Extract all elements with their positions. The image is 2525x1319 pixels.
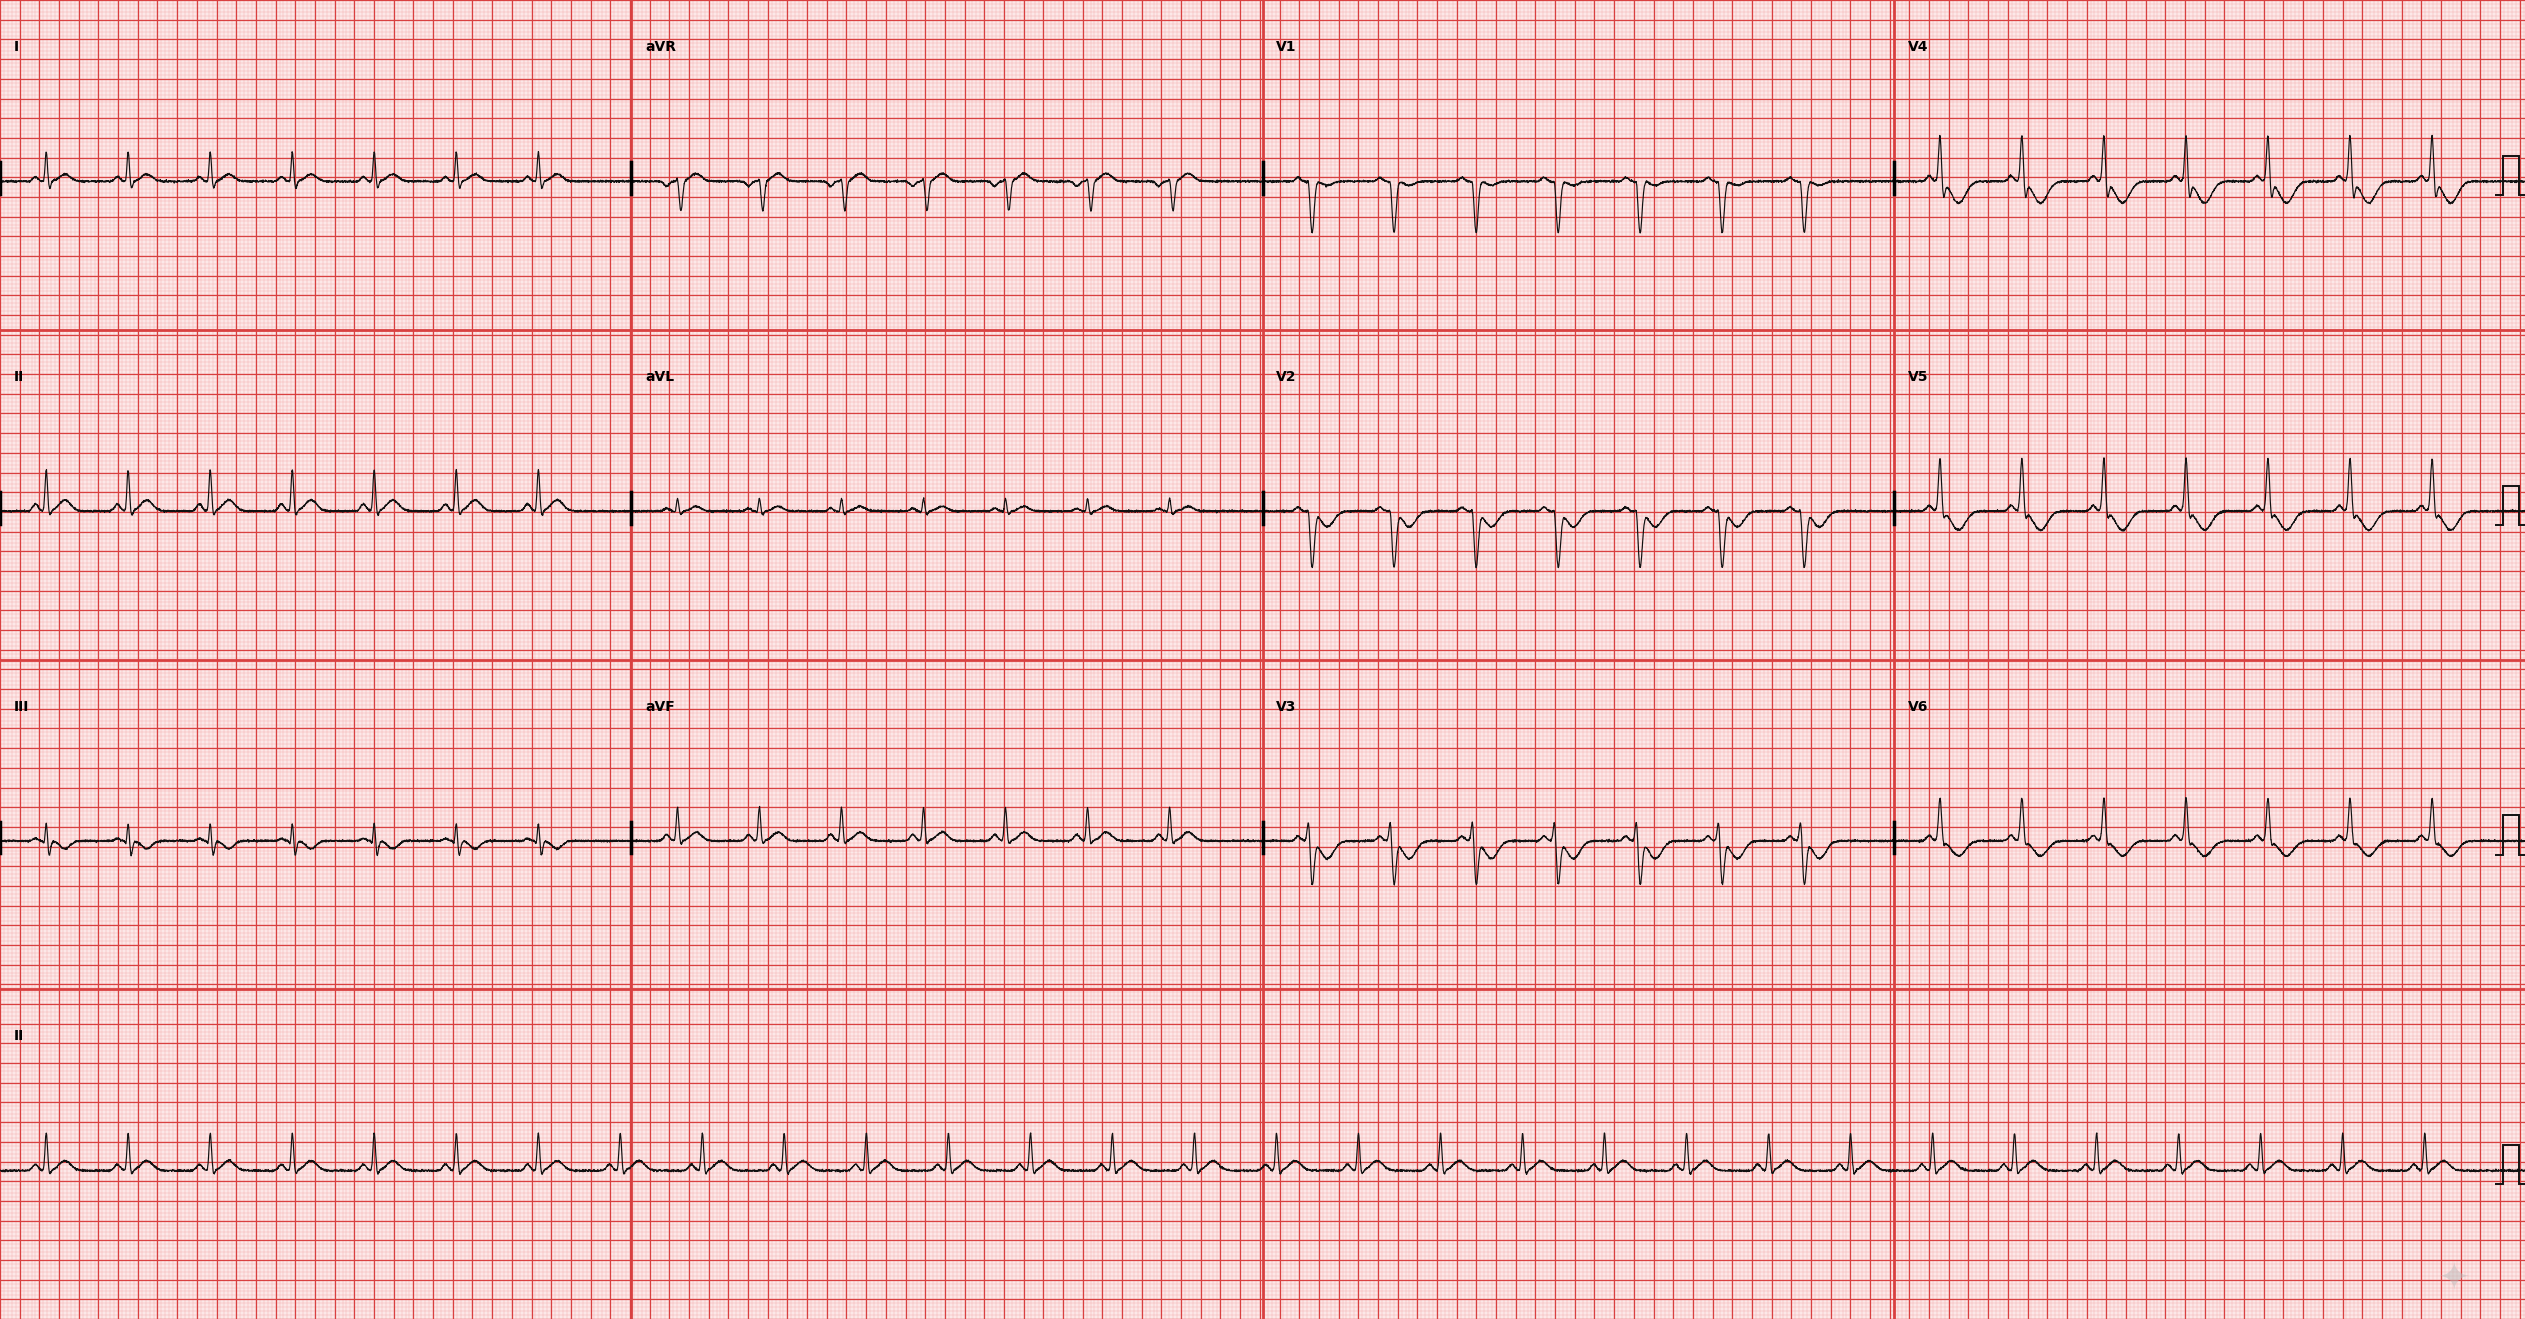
Text: aVF: aVF	[644, 700, 674, 714]
Text: V3: V3	[1275, 700, 1298, 714]
Text: ✦: ✦	[2437, 1261, 2469, 1299]
Text: II: II	[13, 1030, 25, 1043]
Text: V1: V1	[1275, 41, 1298, 54]
Text: II: II	[13, 371, 25, 384]
Text: V5: V5	[1906, 371, 1929, 384]
Text: III: III	[13, 700, 30, 714]
Text: V4: V4	[1906, 41, 1929, 54]
Text: V6: V6	[1906, 700, 1929, 714]
Text: I: I	[13, 41, 18, 54]
Text: V2: V2	[1275, 371, 1298, 384]
Text: aVR: aVR	[644, 41, 677, 54]
Text: aVL: aVL	[644, 371, 674, 384]
